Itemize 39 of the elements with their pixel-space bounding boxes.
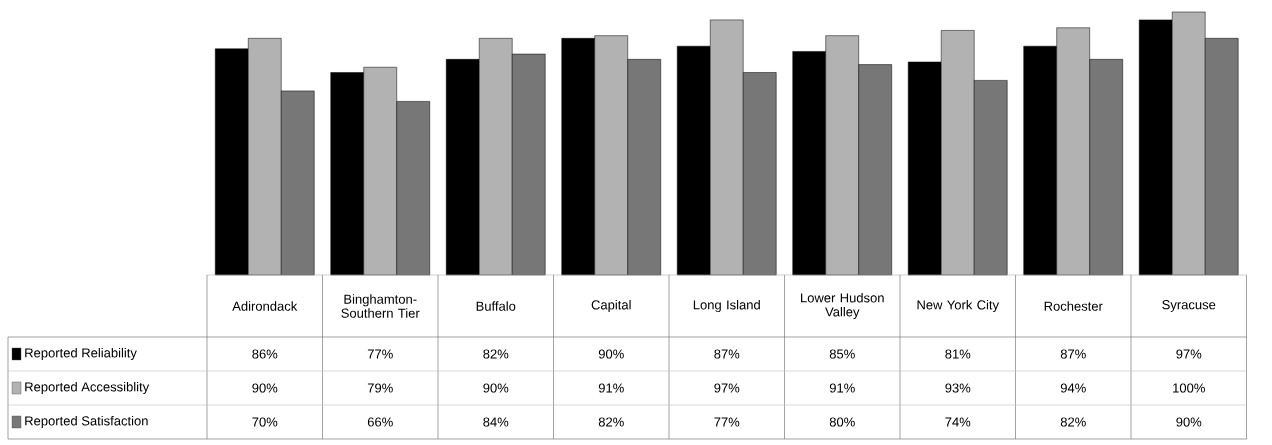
legend-label: Reported Reliability	[25, 347, 137, 361]
data-label: 79%	[367, 383, 393, 393]
data-label: 87%	[1060, 349, 1086, 359]
data-label: 80%	[829, 417, 855, 427]
data-label: 91%	[598, 383, 624, 393]
legend-label: Reported Satisfaction	[25, 415, 148, 429]
data-label: 90%	[252, 383, 278, 393]
x-tick-label: New York City	[917, 299, 1000, 313]
data-label: 82%	[598, 417, 624, 427]
data-label: 77%	[714, 417, 740, 427]
data-label: 90%	[483, 383, 509, 393]
x-tick-label: Binghamton-Southern Tier	[341, 294, 420, 318]
data-label: 82%	[483, 349, 509, 359]
data-label: 81%	[945, 349, 971, 359]
data-label: 77%	[367, 349, 393, 359]
data-label: 94%	[1060, 383, 1086, 393]
legend-label: Reported Accessiblity	[25, 381, 150, 395]
data-label: 97%	[1176, 349, 1202, 359]
data-label: 86%	[252, 349, 278, 359]
data-label: 93%	[945, 383, 971, 393]
x-tick-label: Capital	[591, 299, 631, 313]
data-label: 70%	[252, 417, 278, 427]
data-label: 90%	[598, 349, 624, 359]
data-label: 74%	[945, 417, 971, 427]
x-tick-label: Long Island	[693, 299, 760, 313]
data-label: 85%	[829, 349, 855, 359]
x-tick-label: Lower Hudson Valley	[801, 292, 884, 320]
data-label: 90%	[1176, 417, 1202, 427]
data-label: 66%	[367, 417, 393, 427]
data-label: 82%	[1060, 417, 1086, 427]
x-tick-label: Rochester	[1044, 301, 1103, 311]
data-label: 97%	[714, 383, 740, 393]
data-label: 87%	[714, 349, 740, 359]
x-tick-label: Adirondack	[232, 301, 298, 311]
x-tick-label: Syracuse	[1162, 300, 1216, 312]
data-label: 100%	[1173, 383, 1205, 393]
data-label: 84%	[483, 417, 509, 427]
x-tick-label: Buffalo	[476, 301, 516, 311]
data-label: 91%	[829, 383, 855, 393]
